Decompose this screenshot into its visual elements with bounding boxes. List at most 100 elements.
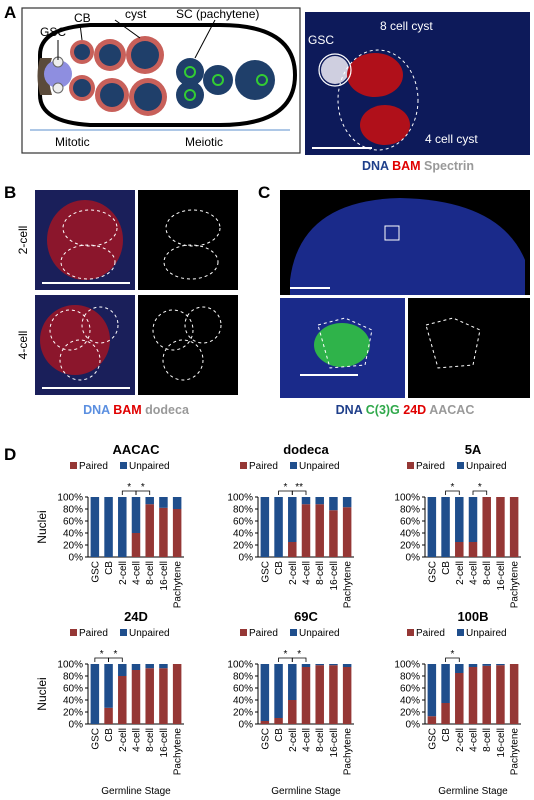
y-tick-label: 0% [69,720,84,731]
x-tick-label: CB [441,561,452,575]
significance-label: * [297,649,301,660]
bar-segment [159,664,168,669]
bar-segment [482,664,491,666]
x-tick-label: GSC [90,561,101,583]
bar-segment [260,497,270,557]
legend-swatch [407,462,414,469]
bar-segment [90,497,100,557]
y-tick-label: 60% [400,517,420,528]
bar-segment [288,497,297,542]
bar-segment [496,664,505,666]
x-tick-label: 8-cell [315,728,326,752]
y-tick-label: 0% [406,720,421,731]
y-tick-label: 100% [57,660,83,671]
bar-segment [482,497,491,557]
legend-label: Unpaired [129,461,170,472]
bar-segment [288,700,297,724]
legend-swatch [457,462,464,469]
schematic-label: CB [74,11,91,25]
legend-swatch [240,462,247,469]
chart-title: 69C [294,609,318,624]
chart-title: 24D [124,609,148,624]
panel-c-images [280,190,530,398]
stain: dodeca [145,403,190,417]
bar-segment [468,497,478,542]
y-tick-label: 100% [394,660,420,671]
stain: DNA [83,403,110,417]
bar-segment [145,664,154,669]
bar-segment [468,664,478,667]
y-tick-label: 60% [63,684,83,695]
y-axis-label: Nuclei [35,510,49,543]
bar-segment [145,497,154,505]
bar-segment [288,542,297,557]
x-tick-label: 2-cell [288,561,299,585]
legend-label: Unpaired [129,628,170,639]
bar-segment [329,665,338,724]
bar-segment [301,664,311,667]
x-tick-label: 4-cell [302,561,313,585]
bar-segment [159,507,168,557]
bar-segment [145,504,154,557]
legend-swatch [240,629,247,636]
x-tick-label: CB [274,728,285,742]
x-tick-label: 4-cell [469,561,480,585]
bar-segment [455,542,464,557]
bar-segment [315,665,324,724]
x-tick-label: CB [104,561,115,575]
panel-label: B [4,183,16,202]
y-tick-label: 40% [400,696,420,707]
bar-segment [131,497,141,533]
bar-segment [131,670,141,724]
bar-segment [301,667,311,724]
stain-caption: DNA C(3)G 24D AACAC [336,403,475,417]
legend-swatch [120,629,127,636]
bar-segment [509,497,519,557]
legend-label: Unpaired [466,461,507,472]
schematic-label: cyst [125,7,147,21]
y-tick-label: 20% [400,541,420,552]
bar-segment [455,673,464,724]
significance-bracket [291,490,307,495]
bar-segment [159,668,168,724]
legend-label: Paired [416,628,445,639]
bar-segment [342,507,352,557]
x-tick-label: 4-cell [132,561,143,585]
x-axis-label: Germline Stage [438,786,508,797]
stain: BAM [113,403,141,417]
bar-segment [315,497,324,505]
bar-segment [496,497,505,557]
legend-swatch [70,629,77,636]
x-tick-label: GSC [427,561,438,583]
significance-label: * [127,482,131,493]
bar-segment [118,664,127,676]
x-tick-label: GSC [90,728,101,750]
legend-label: Unpaired [299,461,340,472]
stain: C(3)G [366,403,400,417]
bar-segment [301,504,311,557]
legend-label: Unpaired [299,628,340,639]
x-tick-label: GSC [427,728,438,750]
x-tick-label: 16-cell [329,561,340,590]
bar-segment [427,716,437,724]
x-tick-label: CB [104,728,115,742]
bar-segment [468,542,478,557]
x-tick-label: CB [441,728,452,742]
schematic-label: GSC [40,25,66,39]
significance-bracket [291,657,307,662]
bar-segment [329,497,338,511]
bar-segment [104,664,113,708]
x-tick-label: Pachytene [173,561,184,609]
bar-segment [427,664,437,717]
row-label: 2-cell [16,226,30,255]
panel-label: C [258,183,270,202]
legend-swatch [290,462,297,469]
bar-segment [441,664,450,703]
y-tick-label: 80% [63,672,83,683]
bar-segment [131,664,141,670]
legend-label: Paired [79,461,108,472]
image-label: 8 cell cyst [380,19,433,33]
y-tick-label: 60% [233,684,253,695]
stain: 24D [403,403,426,417]
legend-swatch [120,462,127,469]
